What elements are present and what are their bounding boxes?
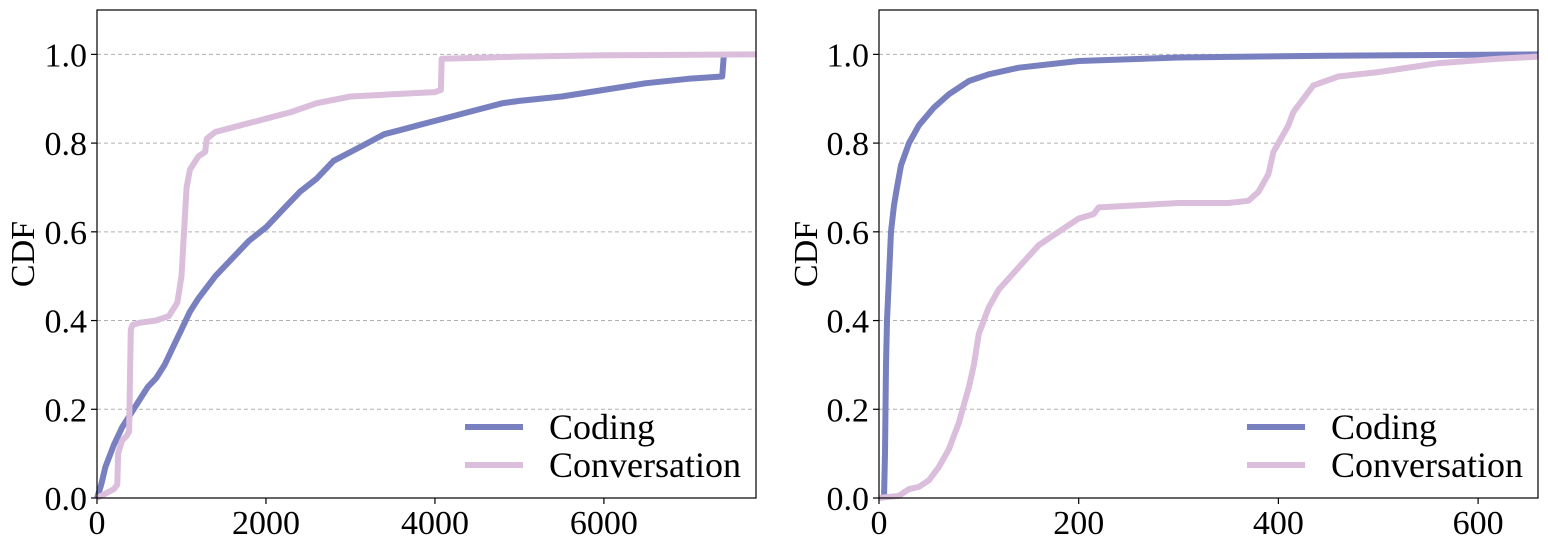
chart-panel-2: 0.0 0.2 0.4 0.6 0.8 1.0 0 200 400 600 CDF CodingCon… <box>788 9 1539 542</box>
y-tick-label: 0.2 <box>45 392 88 429</box>
y-tick-label: 0.8 <box>827 126 870 163</box>
series-line-conversation <box>878 53 1539 501</box>
y-tick-label: 1.0 <box>827 37 870 74</box>
series-line-coding <box>881 51 1539 499</box>
y-tick-label: 0.0 <box>827 481 870 518</box>
legend-label-conversation: Conversation <box>1331 445 1523 485</box>
y-tick-label: 0.4 <box>45 304 88 341</box>
y-axis-label: CDF <box>5 221 42 287</box>
y-tick-label: 0.0 <box>45 481 88 518</box>
chart-panel-1: 0.0 0.2 0.4 0.6 0.8 1.0 0 2000 4000 6000 CDF Coding… <box>5 9 757 542</box>
series-line-coding <box>94 54 727 499</box>
legend-label-coding: Coding <box>549 407 655 447</box>
x-tick-label: 400 <box>1253 505 1304 542</box>
x-tick-label: 600 <box>1453 505 1504 542</box>
plot-frame <box>878 9 1539 499</box>
y-tick-label: 0.2 <box>827 392 870 429</box>
y-axis-label: CDF <box>788 221 825 287</box>
x-tick-label: 0 <box>871 505 888 542</box>
y-tick-label: 1.0 <box>45 37 88 74</box>
x-tick-label: 0 <box>89 505 106 542</box>
x-tick-label: 200 <box>1053 505 1104 542</box>
plot-frame <box>96 9 757 499</box>
y-tick-label: 0.8 <box>45 126 88 163</box>
x-tick-label: 2000 <box>232 505 300 542</box>
y-tick-label: 0.6 <box>45 215 88 252</box>
series-line-conversation <box>95 51 757 501</box>
legend-label-coding: Coding <box>1331 407 1437 447</box>
y-tick-label: 0.6 <box>827 215 870 252</box>
x-tick-label: 6000 <box>570 505 638 542</box>
y-tick-label: 0.4 <box>827 304 870 341</box>
legend-label-conversation: Conversation <box>549 445 741 485</box>
x-tick-label: 4000 <box>401 505 469 542</box>
